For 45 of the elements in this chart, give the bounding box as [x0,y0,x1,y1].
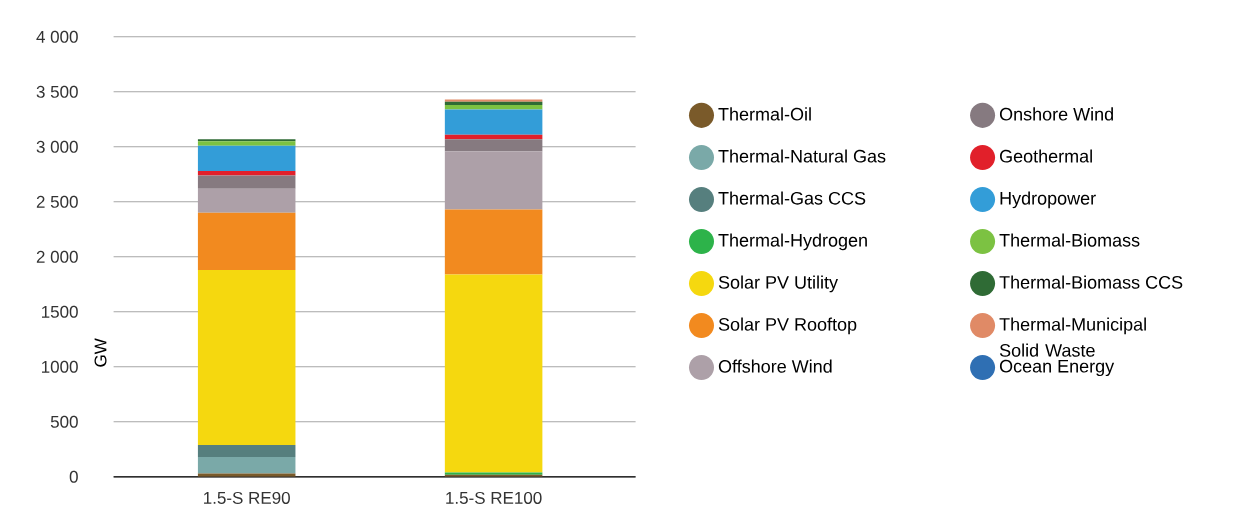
y-tick-label: 3 000 [36,140,78,153]
legend-label: Thermal-Biomass [999,233,1140,247]
bar [197,171,296,176]
bar [444,134,543,140]
legend-label: Thermal-Hydrogen [718,233,867,251]
y-tick-label: 4 000 [36,30,78,43]
bar [197,145,296,172]
y-tick-label: 3 500 [36,85,78,98]
legend-label: Offshore Wind [718,359,832,373]
y-tick-label: 1000 [42,360,78,373]
y-axis-title: GW [94,338,107,367]
bar [444,99,543,102]
bar [444,139,543,152]
y-tick-label: 0 [69,470,78,483]
bar [197,175,296,189]
bar [444,109,543,135]
legend-label: Thermal-Gas CCS [718,191,866,205]
bar [197,270,296,445]
bar [444,101,543,106]
legend-label: Thermal-Municipal Solid Waste [999,317,1146,357]
legend-label: Thermal-Biomass CCS [999,275,1183,289]
legend-label: Ocean Energy [999,359,1115,377]
bar [444,151,543,210]
bar [197,444,296,458]
legend-label: Geothermal [1000,149,1092,163]
y-tick-label: 1500 [42,305,78,318]
legend-label: Thermal-Oil [718,107,811,121]
bar [197,457,296,474]
x-tick-label: 1.5-S RE100 [446,491,542,504]
y-tick-label: 2 000 [36,250,78,263]
legend-label: Hydropower [1000,191,1096,209]
legend-label: Solar PV Utility [718,275,838,293]
y-tick-label: 2 500 [36,195,78,208]
bar [444,209,543,275]
bar [444,105,543,110]
legend-label: Solar PV Rooftop [718,317,857,335]
bar [197,188,296,213]
bar [197,141,296,146]
bar [197,139,296,142]
legend-label: Thermal-Natural Gas [718,149,886,163]
bar [197,212,296,271]
legend-label: Onshore Wind [999,107,1113,121]
bar [444,274,543,473]
y-tick-label: 500 [50,415,78,428]
x-tick-label: 1.5-S RE90 [204,491,290,504]
